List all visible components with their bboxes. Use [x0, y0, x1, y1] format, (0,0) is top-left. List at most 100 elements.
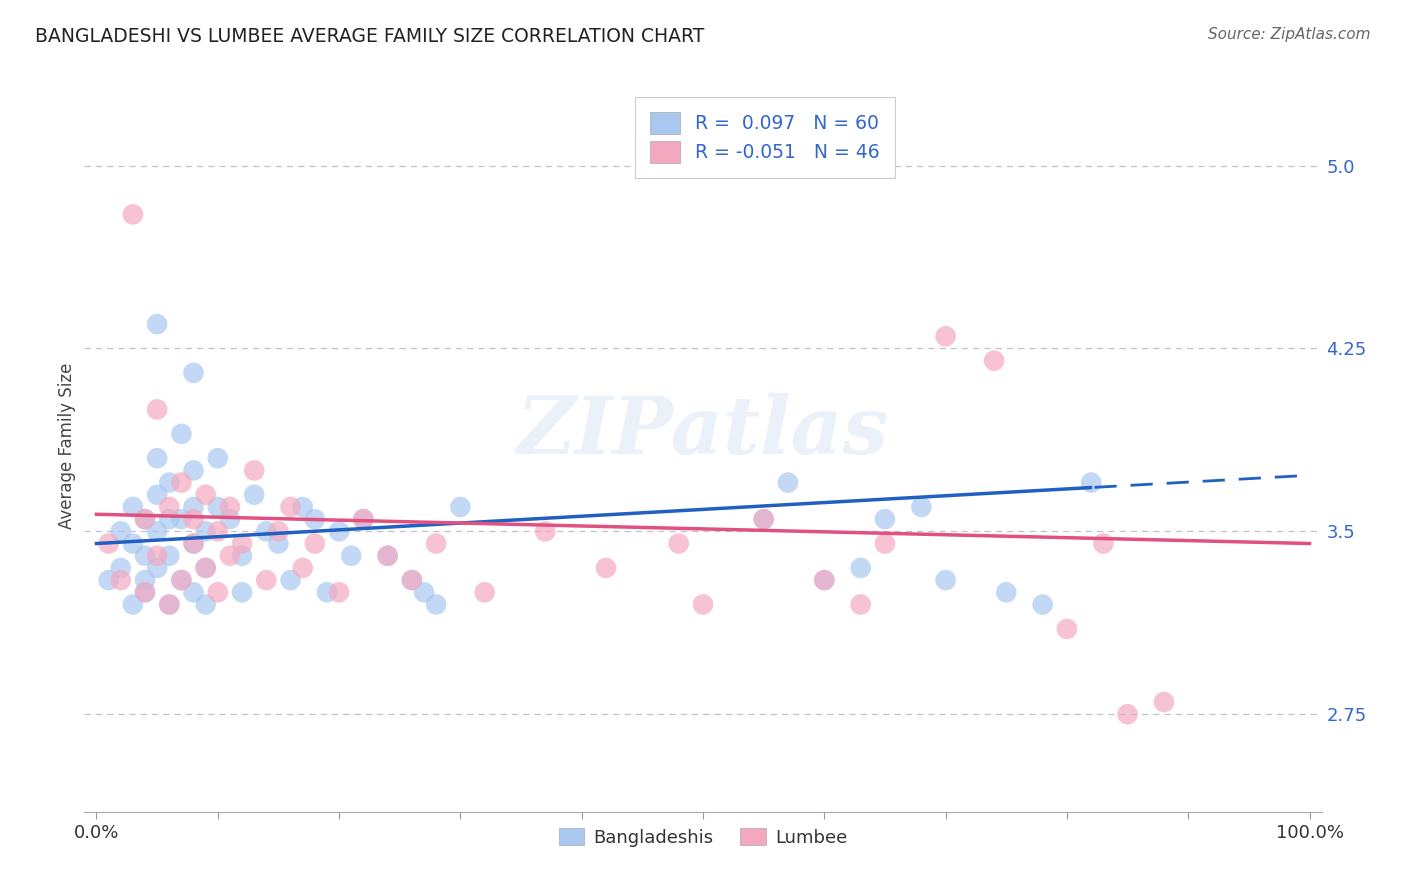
Point: [849, 561, 872, 575]
Point: [219, 500, 242, 514]
Point: [377, 549, 399, 563]
Point: [352, 512, 374, 526]
Point: [474, 585, 496, 599]
Point: [983, 353, 1005, 368]
Point: [146, 549, 169, 563]
Point: [1032, 598, 1054, 612]
Point: [194, 524, 217, 539]
Point: [122, 598, 145, 612]
Point: [134, 512, 156, 526]
Point: [157, 598, 180, 612]
Point: [183, 463, 205, 477]
Point: [146, 317, 169, 331]
Point: [873, 512, 896, 526]
Point: [304, 536, 326, 550]
Point: [183, 512, 205, 526]
Point: [110, 573, 132, 587]
Point: [207, 524, 229, 539]
Point: [122, 536, 145, 550]
Point: [194, 488, 217, 502]
Point: [776, 475, 799, 490]
Point: [291, 561, 314, 575]
Point: [122, 207, 145, 221]
Point: [170, 512, 193, 526]
Point: [1116, 707, 1139, 722]
Point: [328, 585, 350, 599]
Point: [316, 585, 339, 599]
Point: [935, 573, 957, 587]
Y-axis label: Average Family Size: Average Family Size: [58, 363, 76, 529]
Point: [146, 488, 169, 502]
Point: [243, 463, 266, 477]
Point: [170, 426, 193, 441]
Point: [134, 585, 156, 599]
Point: [97, 536, 120, 550]
Point: [170, 573, 193, 587]
Text: Source: ZipAtlas.com: Source: ZipAtlas.com: [1208, 27, 1371, 42]
Point: [267, 536, 290, 550]
Point: [110, 524, 132, 539]
Point: [425, 598, 447, 612]
Point: [668, 536, 690, 550]
Point: [995, 585, 1018, 599]
Point: [935, 329, 957, 343]
Point: [134, 585, 156, 599]
Point: [910, 500, 932, 514]
Point: [170, 573, 193, 587]
Point: [146, 561, 169, 575]
Point: [243, 488, 266, 502]
Point: [328, 524, 350, 539]
Point: [813, 573, 835, 587]
Point: [849, 598, 872, 612]
Point: [183, 500, 205, 514]
Point: [1092, 536, 1115, 550]
Point: [752, 512, 775, 526]
Point: [873, 536, 896, 550]
Point: [231, 536, 253, 550]
Point: [595, 561, 617, 575]
Point: [183, 366, 205, 380]
Point: [534, 524, 557, 539]
Point: [401, 573, 423, 587]
Point: [134, 512, 156, 526]
Point: [170, 475, 193, 490]
Point: [194, 561, 217, 575]
Point: [219, 549, 242, 563]
Point: [280, 573, 302, 587]
Point: [157, 500, 180, 514]
Point: [194, 598, 217, 612]
Point: [134, 549, 156, 563]
Point: [352, 512, 374, 526]
Point: [304, 512, 326, 526]
Point: [194, 561, 217, 575]
Point: [231, 549, 253, 563]
Point: [449, 500, 471, 514]
Point: [110, 561, 132, 575]
Point: [1056, 622, 1078, 636]
Point: [207, 500, 229, 514]
Point: [183, 536, 205, 550]
Point: [291, 500, 314, 514]
Point: [146, 451, 169, 466]
Point: [377, 549, 399, 563]
Point: [219, 512, 242, 526]
Point: [183, 585, 205, 599]
Point: [97, 573, 120, 587]
Point: [157, 549, 180, 563]
Point: [813, 573, 835, 587]
Point: [254, 573, 277, 587]
Point: [207, 585, 229, 599]
Point: [254, 524, 277, 539]
Text: BANGLADESHI VS LUMBEE AVERAGE FAMILY SIZE CORRELATION CHART: BANGLADESHI VS LUMBEE AVERAGE FAMILY SIZ…: [35, 27, 704, 45]
Point: [267, 524, 290, 539]
Legend: Bangladeshis, Lumbee: Bangladeshis, Lumbee: [551, 822, 855, 854]
Text: ZIPatlas: ZIPatlas: [517, 392, 889, 470]
Point: [1080, 475, 1102, 490]
Point: [692, 598, 714, 612]
Point: [401, 573, 423, 587]
Point: [146, 524, 169, 539]
Point: [134, 573, 156, 587]
Point: [207, 451, 229, 466]
Point: [157, 512, 180, 526]
Point: [413, 585, 436, 599]
